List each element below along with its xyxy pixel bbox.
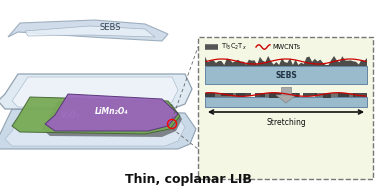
Bar [303,93,317,96]
Polygon shape [42,101,182,137]
Polygon shape [0,109,196,149]
Bar [281,87,291,95]
Text: SEBS: SEBS [275,70,297,80]
Bar [236,93,251,96]
Text: Stretching: Stretching [266,118,306,127]
Bar [287,93,299,97]
Polygon shape [276,95,296,103]
Polygon shape [12,97,180,134]
Polygon shape [45,94,178,131]
Text: SEBS: SEBS [99,23,121,33]
Bar [353,93,367,97]
FancyBboxPatch shape [198,37,373,179]
Text: Ti$_3$C$_2$T$_x$: Ti$_3$C$_2$T$_x$ [221,42,247,52]
Bar [221,93,233,96]
Bar [205,93,215,98]
Bar [256,93,265,97]
Bar [338,93,349,97]
Polygon shape [205,56,367,66]
Text: LiMn₂O₄: LiMn₂O₄ [95,106,129,115]
Bar [205,66,367,84]
Bar [269,93,284,98]
Bar [205,97,367,107]
Polygon shape [8,20,168,41]
Polygon shape [5,109,185,146]
Bar [323,94,331,98]
Bar [205,93,245,97]
Text: V₂O₃: V₂O₃ [60,111,80,119]
Polygon shape [25,26,155,37]
Polygon shape [12,77,178,107]
Polygon shape [0,74,192,109]
Text: Thin, coplanar LIB: Thin, coplanar LIB [124,173,251,186]
Text: MWCNTs: MWCNTs [272,44,300,50]
Bar [260,93,300,97]
Bar [315,93,355,97]
